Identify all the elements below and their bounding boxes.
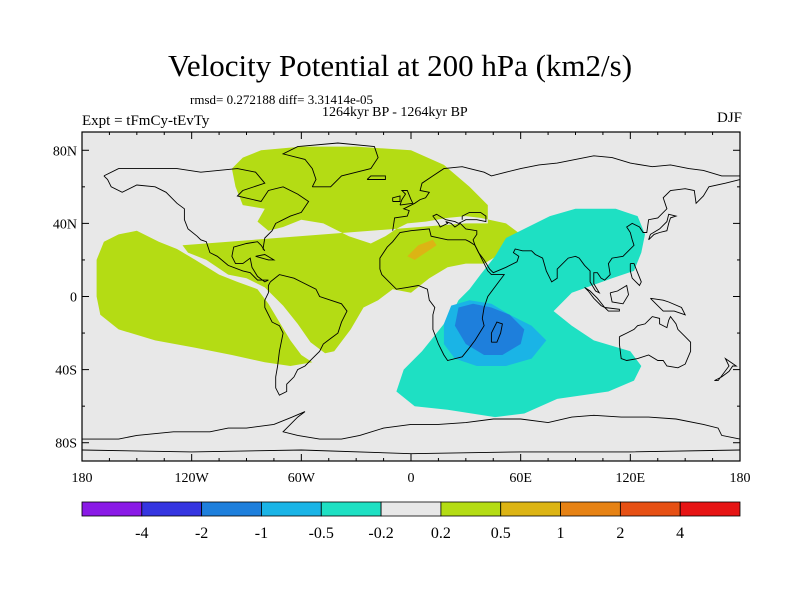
colorbar-box-0 [81,501,143,517]
colorbar-label-1: -2 [195,525,208,542]
coastline-2 [379,228,506,362]
y-tick-label-3: 40S [55,364,77,379]
y-axis: 80N 40N 0 40S 80S [53,144,740,452]
colorbar-label-9: 4 [676,525,684,542]
coastline-18 [255,254,276,261]
coastline-9 [609,284,629,305]
colorbar-label-5: 0.2 [431,525,451,542]
y-tick-label-4: 80S [55,437,77,452]
contour-region-0 [182,146,521,354]
coastline-17 [714,357,738,382]
x-tick-label-1: 120W [175,471,210,486]
y-tick-label-0: 80N [53,144,77,159]
coastline-8 [604,307,620,312]
colorbar-label-0: -4 [135,525,148,542]
colorbar-box-6 [440,501,502,517]
y-tick-label-2: 0 [70,291,77,306]
contour-region-1 [96,230,313,366]
coastline-10 [650,297,687,316]
coastline-14 [399,190,414,206]
x-axis: 180 120W 60W 0 60E 120E 180 [72,132,751,486]
chart-title: Velocity Potential at 200 hPa (km2/s) [167,48,633,83]
colorbar-box-10 [679,501,741,517]
x-tick-label-0: 180 [72,471,93,486]
colorbar-box-9 [619,501,681,517]
colorbar-box-4 [320,501,382,517]
colorbar-box-3 [261,501,322,517]
colorbar-box-2 [201,501,262,517]
coastline-3 [392,155,740,231]
contour-region-5 [407,239,437,260]
coastline-4 [432,179,740,294]
x-tick-label-4: 60E [509,471,532,486]
x-tick-label-5: 120E [616,471,646,486]
coastline-0 [103,168,310,283]
coastlines [82,142,740,455]
y-tick-label-1: 40N [53,217,77,232]
experiment-label: Expt = tFmCy-tEvTy [82,113,210,129]
coastline-19 [82,411,740,440]
stats-label: rmsd= 0.272188 diff= 3.31414e-05 [190,92,374,107]
colorbar-label-8: 2 [616,525,624,542]
contour-fields [96,146,645,418]
colorbar-label-7: 1 [557,525,565,542]
x-tick-label-2: 60W [288,471,316,486]
colorbar-box-7 [500,501,561,517]
period-label: 1264kyr BP - 1264kyr BP [322,105,468,120]
colorbar-label-4: -0.2 [368,525,393,542]
coastline-11 [629,263,642,287]
colorbar-label-2: -1 [255,525,268,542]
colorbar-box-8 [560,501,621,517]
coastline-6 [618,315,692,369]
coastline-15 [392,195,401,202]
colorbar-label-6: 0.5 [491,525,511,542]
colorbar-box-5 [380,501,442,517]
coastline-7 [584,287,606,308]
contour-region-2 [396,208,645,418]
coastline-13 [490,321,503,343]
coastline-16 [366,175,386,180]
colorbar-box-1 [141,501,203,517]
x-tick-label-6: 180 [730,471,751,486]
coastline-1 [264,274,348,396]
coastline-5 [281,142,379,188]
contour-region-4 [454,303,525,355]
coastline-20 [82,449,740,455]
colorbar: -4 -2 -1 -0.5 -0.2 0.2 0.5 1 2 4 [81,501,741,542]
coastline-12 [648,213,678,241]
x-tick-label-3: 0 [408,471,415,486]
colorbar-label-3: -0.5 [309,525,334,542]
season-label: DJF [716,110,742,126]
